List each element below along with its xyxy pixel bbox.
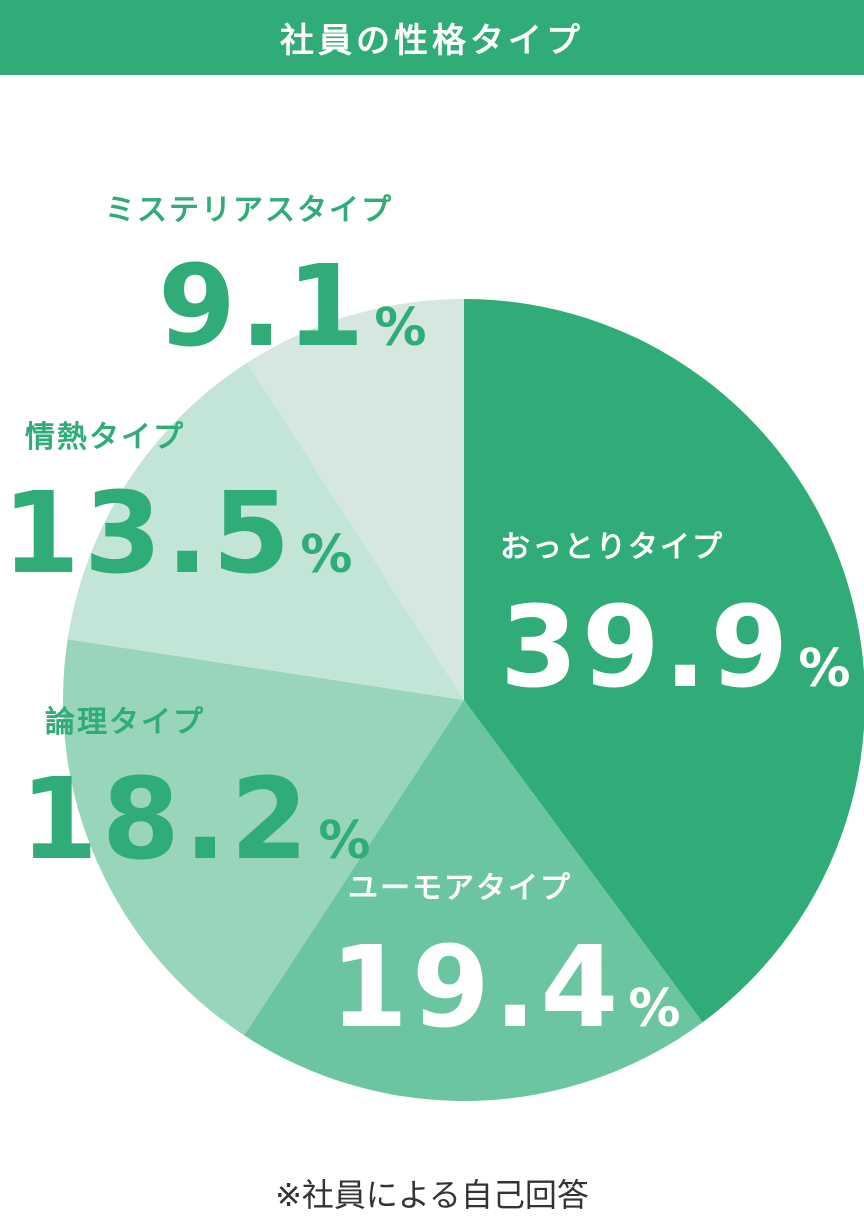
pie-slice (464, 299, 864, 1023)
slice-name: ミステリアスタイプ (105, 193, 393, 228)
pie-slice (247, 299, 464, 700)
value-number: 9.1 (158, 242, 368, 372)
slice-name: ユーモアタイプ (348, 871, 572, 906)
pie-slice (63, 639, 465, 1036)
value-label: 13.5% (2, 469, 352, 599)
footnote: ※社員による自己回答 (275, 1176, 589, 1214)
slices (63, 299, 864, 1101)
value-number: 39.9 (500, 583, 792, 713)
value-unit: % (628, 979, 680, 1039)
value-unit: % (374, 298, 426, 358)
value-number: 18.2 (20, 755, 312, 885)
value-label: 9.1% (158, 242, 427, 372)
value-unit: % (300, 525, 352, 585)
slice-name: おっとりタイプ (500, 530, 724, 565)
value-label: 18.2% (20, 755, 370, 885)
value-label: 19.4% (330, 923, 680, 1053)
value-unit: % (318, 811, 370, 871)
value-label: 39.9% (500, 583, 850, 713)
slice-name: 論理タイプ (45, 705, 205, 740)
chart-title: 社員の性格タイプ (280, 21, 584, 61)
title-banner (0, 0, 864, 75)
value-number: 13.5 (2, 469, 294, 599)
value-unit: % (798, 639, 850, 699)
pie-slice (244, 700, 703, 1101)
pie-slice (67, 362, 464, 700)
value-number: 19.4 (330, 923, 622, 1053)
slice-name: 情熱タイプ (25, 420, 185, 455)
